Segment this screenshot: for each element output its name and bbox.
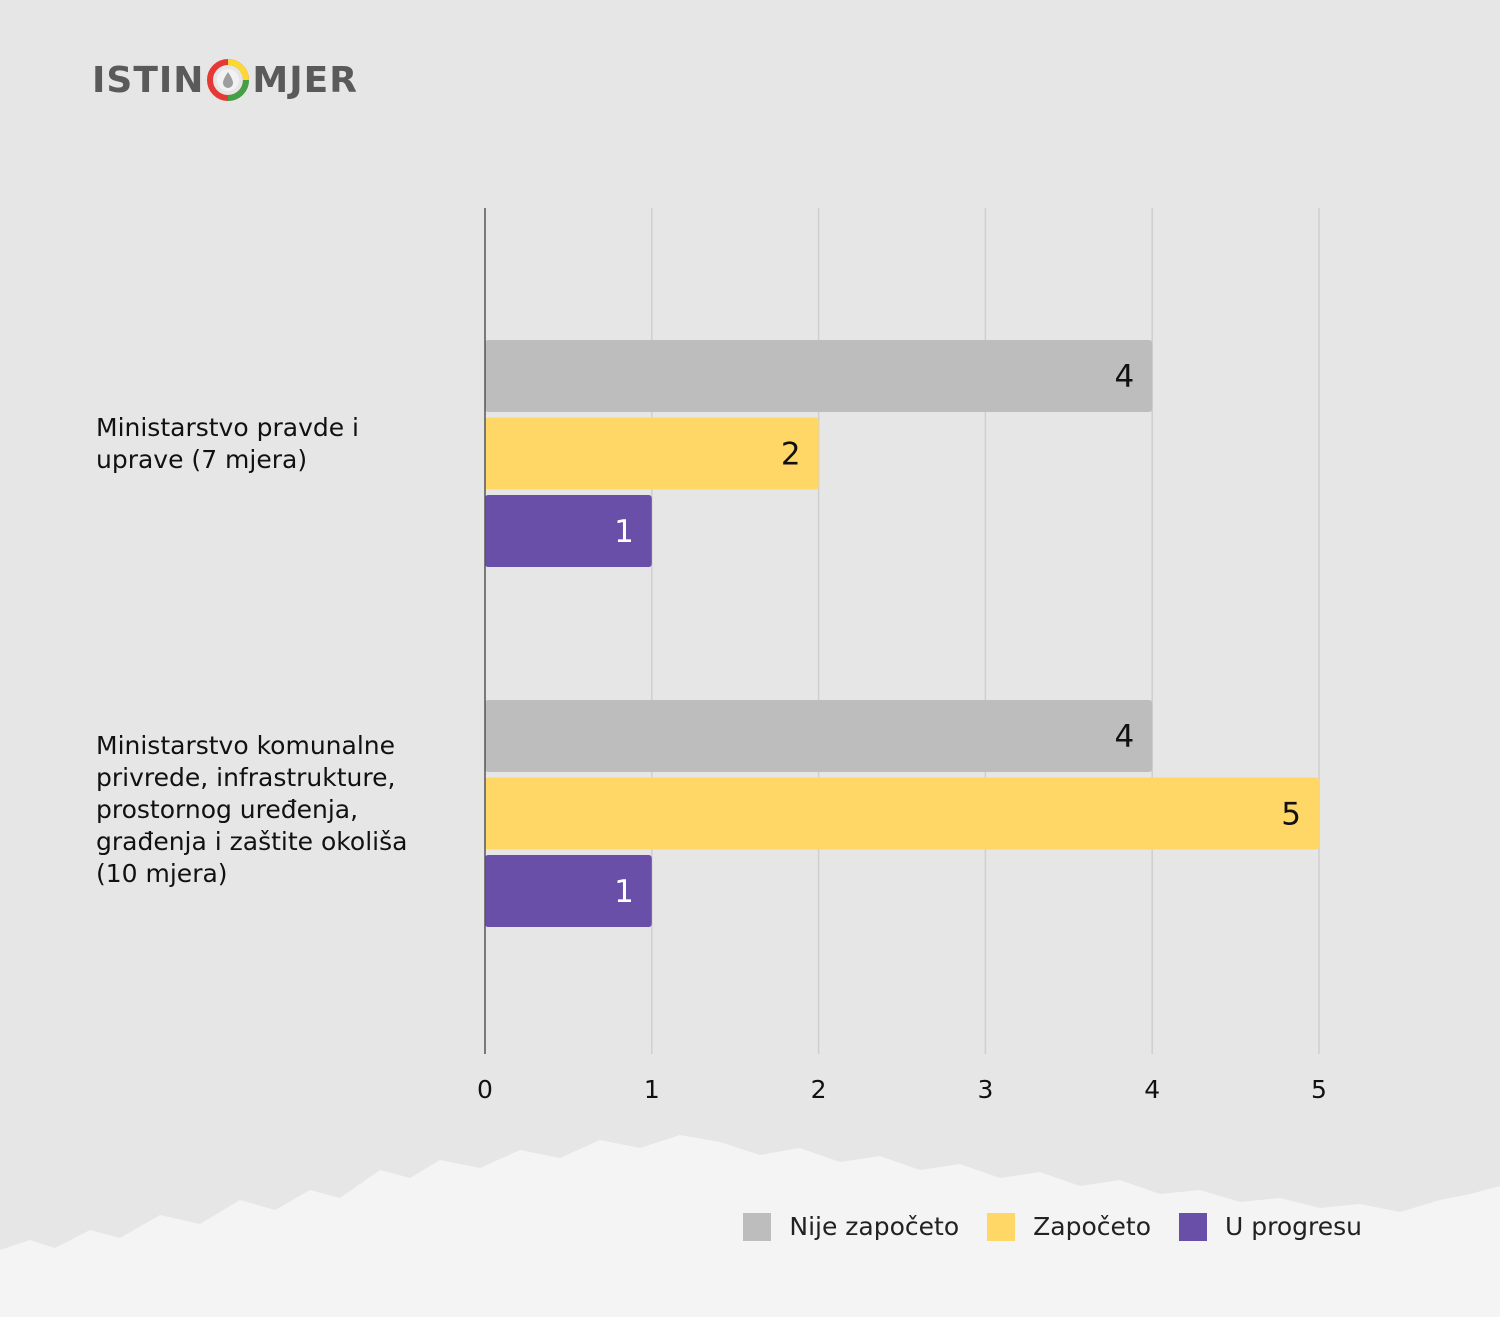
logo-text-left: ISTIN [92,59,205,101]
bar [485,700,1153,772]
legend-label: Započeto [1033,1212,1151,1241]
x-tick-label: 0 [477,1075,493,1104]
x-tick-label: 1 [644,1075,660,1104]
bar-data-label: 4 [1114,359,1134,395]
legend-swatch [1179,1212,1207,1241]
bar-data-label: 1 [614,514,634,550]
legend-item: Započeto [987,1212,1151,1241]
category-label: Ministarstvo komunalne privrede, infrast… [96,730,408,888]
bar [485,417,819,490]
legend-item: U progresu [1179,1212,1362,1241]
logo: ISTIN MJER [92,58,358,102]
legend-swatch [987,1212,1016,1241]
x-tick-label: 4 [1144,1075,1160,1104]
bar-data-label: 4 [1114,719,1134,755]
category-label: Ministarstvo pravde i uprave (7 mjera) [96,412,360,474]
bar [485,855,652,927]
legend-label: Nije započeto [789,1212,960,1241]
legend-label: U progresu [1225,1212,1362,1241]
bar-data-label: 5 [1281,797,1301,833]
logo-gauge-icon [207,59,250,101]
logo-text-right: MJER [252,59,358,101]
legend-swatch [743,1212,772,1241]
bars: 4 2 1 4 5 1 [485,340,1319,927]
grid-lines [651,208,1320,1054]
x-tick-label: 3 [977,1075,993,1104]
legend-item: Nije započeto [743,1212,959,1241]
bar [485,495,652,567]
x-tick-label: 2 [811,1075,827,1104]
bar-data-label: 2 [781,437,801,473]
bar [485,340,1153,412]
x-tick-label: 5 [1311,1075,1327,1104]
axis: 0 1 2 3 4 5 [477,208,1327,1104]
legend: Nije započeto Započeto U progresu [743,1212,1362,1241]
bar-data-label: 1 [614,874,634,910]
bar [485,777,1319,850]
